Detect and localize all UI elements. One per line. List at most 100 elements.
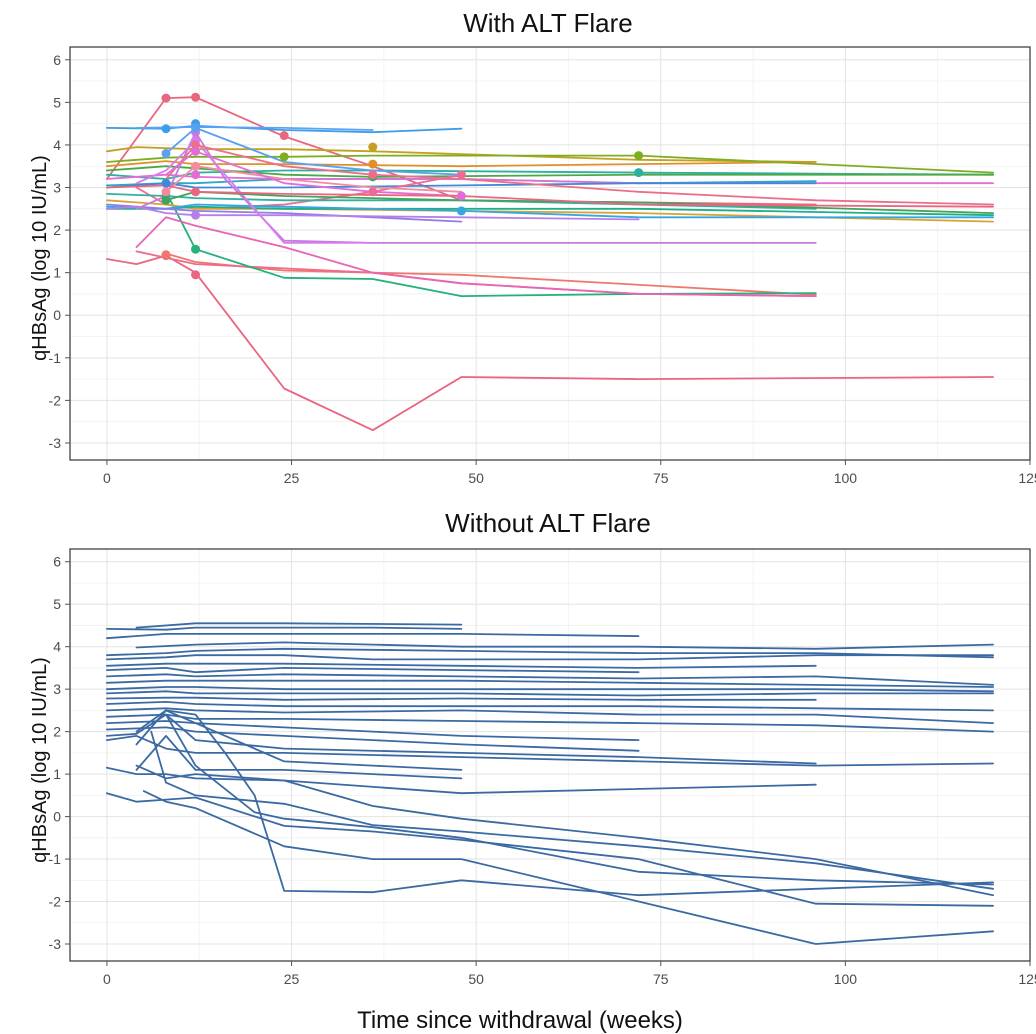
data-point bbox=[191, 123, 201, 133]
plot-frame bbox=[69, 548, 1031, 962]
series-line-0 bbox=[106, 626, 463, 631]
series-line-28 bbox=[165, 150, 463, 197]
data-point bbox=[368, 142, 378, 152]
y-tick-label: -3 bbox=[49, 435, 62, 451]
data-point bbox=[191, 270, 201, 280]
series-line-9 bbox=[106, 679, 994, 688]
data-point bbox=[191, 146, 201, 156]
series-line-20 bbox=[135, 709, 463, 771]
x-tick-label: 125 bbox=[1018, 470, 1036, 486]
data-point bbox=[368, 187, 378, 197]
series-line-14 bbox=[106, 707, 994, 724]
y-tick-label: -2 bbox=[49, 392, 62, 408]
data-point bbox=[456, 170, 466, 180]
y-tick-label: 6 bbox=[53, 52, 61, 68]
data-point bbox=[279, 131, 289, 141]
y-tick-label: -3 bbox=[49, 936, 62, 952]
y-tick-label: 6 bbox=[53, 554, 61, 570]
data-point bbox=[161, 178, 171, 188]
series-line-18 bbox=[106, 713, 817, 765]
x-tick-label: 50 bbox=[468, 470, 484, 486]
data-point bbox=[191, 210, 201, 220]
x-tick-label: 125 bbox=[1018, 971, 1036, 987]
panel-without-alt-flare: Without ALT Flare qHBsAg (log 10 IU/mL) … bbox=[29, 508, 1036, 987]
y-tick-label: -1 bbox=[49, 851, 62, 867]
data-point bbox=[161, 93, 171, 103]
axis-ticks: 0 25 50 75 100 125 -3 -2 -1 0 1 2 3 4 5 6 bbox=[49, 52, 1036, 486]
series-layer bbox=[106, 96, 994, 432]
series-line-26 bbox=[106, 792, 994, 907]
x-tick-label: 0 bbox=[103, 971, 111, 987]
series-line-23 bbox=[135, 216, 817, 298]
series-line-1 bbox=[165, 252, 817, 296]
data-point bbox=[191, 161, 201, 171]
series-line-25 bbox=[135, 764, 994, 897]
data-point bbox=[456, 191, 466, 201]
y-tick-label: 4 bbox=[53, 639, 61, 655]
plot-frame bbox=[69, 46, 1031, 461]
series-line-11 bbox=[106, 690, 994, 697]
series-line-25 bbox=[165, 143, 994, 206]
series-line-27 bbox=[142, 790, 994, 945]
x-tick-label: 25 bbox=[284, 470, 300, 486]
y-tick-label: -1 bbox=[49, 350, 62, 366]
y-tick-label: 2 bbox=[53, 222, 61, 238]
y-axis-label: qHBsAg (log 10 IU/mL) bbox=[29, 657, 51, 863]
x-tick-label: 50 bbox=[468, 971, 484, 987]
y-tick-label: 5 bbox=[53, 94, 61, 110]
y-axis-label: qHBsAg (log 10 IU/mL) bbox=[29, 155, 51, 361]
series-line-15 bbox=[106, 713, 994, 733]
marker-layer bbox=[161, 92, 644, 280]
y-tick-label: 5 bbox=[53, 596, 61, 612]
series-line-6 bbox=[106, 662, 817, 669]
series-line-12 bbox=[106, 696, 817, 701]
series-line-2 bbox=[106, 633, 640, 640]
series-line-20 bbox=[106, 203, 463, 223]
series-line-17 bbox=[106, 726, 640, 752]
y-tick-label: 1 bbox=[53, 766, 61, 782]
panel-with-alt-flare: With ALT Flare qHBsAg (log 10 IU/mL) 0 25… bbox=[29, 8, 1036, 486]
x-tick-label: 100 bbox=[834, 971, 858, 987]
series-line-8 bbox=[106, 160, 817, 168]
data-point bbox=[191, 244, 201, 254]
data-point bbox=[191, 92, 201, 102]
y-tick-label: 1 bbox=[53, 265, 61, 281]
data-point bbox=[161, 250, 171, 260]
data-point bbox=[279, 152, 289, 162]
x-axis-label: Time since withdrawal (weeks) bbox=[357, 1007, 683, 1034]
series-line-24 bbox=[150, 730, 994, 890]
series-line-26 bbox=[165, 127, 463, 176]
x-tick-label: 25 bbox=[284, 971, 300, 987]
series-line-21 bbox=[135, 735, 463, 780]
axis-ticks: 0 25 50 75 100 125 -3 -2 -1 0 1 2 3 4 5 6 bbox=[49, 554, 1036, 987]
series-layer bbox=[106, 622, 994, 945]
y-tick-label: 4 bbox=[53, 137, 61, 153]
x-tick-label: 75 bbox=[653, 470, 669, 486]
data-point bbox=[368, 159, 378, 169]
data-point bbox=[191, 140, 201, 150]
series-line-4 bbox=[106, 647, 994, 659]
series-line-19 bbox=[106, 735, 994, 767]
data-point bbox=[161, 195, 171, 205]
y-tick-label: 3 bbox=[53, 180, 61, 196]
data-point bbox=[161, 124, 171, 134]
y-tick-label: -2 bbox=[49, 894, 62, 910]
series-line-14 bbox=[106, 182, 817, 189]
data-point bbox=[161, 187, 171, 197]
panel-title: With ALT Flare bbox=[463, 8, 633, 38]
series-line-16 bbox=[106, 199, 994, 223]
series-line-28 bbox=[165, 713, 994, 886]
y-tick-label: 0 bbox=[53, 307, 61, 323]
series-line-1 bbox=[135, 622, 463, 629]
data-point bbox=[368, 170, 378, 180]
series-line-27 bbox=[165, 165, 463, 193]
panel-title: Without ALT Flare bbox=[445, 508, 651, 538]
series-line-12 bbox=[106, 178, 817, 187]
grid-lines bbox=[70, 47, 1031, 460]
series-line-5 bbox=[106, 654, 994, 661]
x-tick-label: 0 bbox=[103, 470, 111, 486]
series-line-7 bbox=[106, 667, 640, 674]
series-line-10 bbox=[106, 686, 994, 693]
